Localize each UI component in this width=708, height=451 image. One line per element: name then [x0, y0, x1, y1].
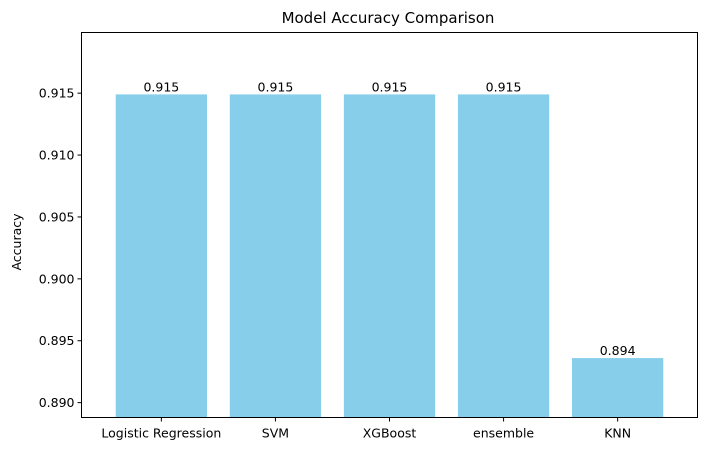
plot-frame: [81, 32, 698, 418]
y-tick-label-5: 0.915: [39, 86, 75, 101]
y-tick-label-4: 0.910: [39, 148, 75, 163]
bar-value-label-0: 0.915: [143, 79, 179, 94]
y-tick-label-2: 0.900: [39, 271, 75, 286]
value-labels-group: 0.915 0.915 0.915 0.915 0.894: [143, 79, 635, 358]
bars-group: [115, 94, 664, 418]
bar-1: [229, 94, 322, 418]
bar-2: [343, 94, 436, 418]
bar-value-label-1: 0.915: [258, 79, 294, 94]
bar-value-label-4: 0.894: [600, 343, 636, 358]
bar-value-label-2: 0.915: [372, 79, 408, 94]
x-tick-label-0: Logistic Regression: [101, 426, 221, 441]
x-tick-label-4: KNN: [604, 426, 631, 441]
bar-0: [115, 94, 207, 418]
y-axis-ticks: 0.890 0.895 0.900 0.905 0.910 0.915: [39, 86, 82, 410]
x-tick-label-3: ensemble: [473, 426, 534, 441]
x-tick-label-1: SVM: [262, 426, 289, 441]
bar-3: [457, 94, 550, 418]
y-axis-label: Accuracy: [9, 213, 24, 271]
y-tick-label-1: 0.895: [39, 333, 75, 348]
bar-4: [572, 358, 664, 418]
y-tick-label-3: 0.905: [39, 209, 75, 224]
bar-value-label-3: 0.915: [486, 79, 522, 94]
x-axis-ticks: Logistic Regression SVM XGBoost ensemble KNN: [101, 417, 631, 441]
y-tick-label-0: 0.890: [39, 395, 75, 410]
chart-title: Model Accuracy Comparison: [282, 9, 495, 27]
x-tick-label-2: XGBoost: [363, 426, 417, 441]
